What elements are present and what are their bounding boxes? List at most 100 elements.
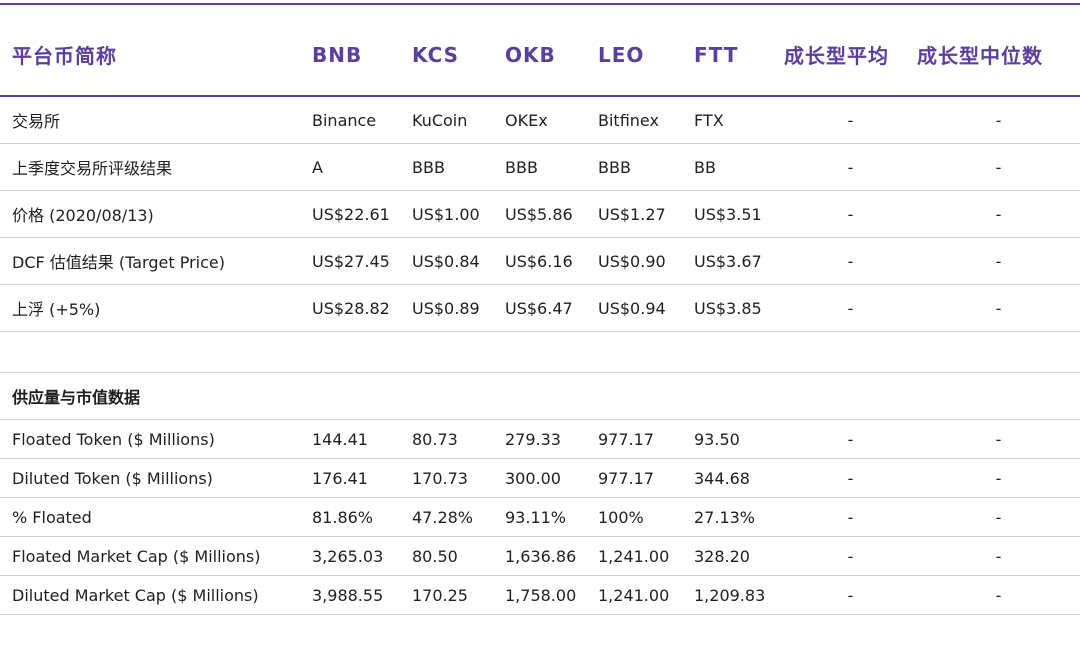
table-cell: US$6.16 — [505, 237, 598, 285]
header-label: 平台币简称 — [0, 14, 312, 97]
table-cell: US$5.86 — [505, 190, 598, 238]
row-label: DCF 估值结果 (Target Price) — [0, 237, 312, 285]
table-cell: KuCoin — [412, 96, 505, 144]
growth-median-cell: - — [917, 536, 1080, 576]
growth-median-cell: - — [917, 143, 1080, 191]
row-label: 交易所 — [0, 96, 312, 144]
table-cell: 1,209.83 — [694, 575, 784, 615]
header-growth-median: 成长型中位数 — [917, 14, 1080, 97]
table-cell: US$27.45 — [312, 237, 412, 285]
row-label: Diluted Market Cap ($ Millions) — [0, 575, 312, 615]
growth-average-cell: - — [784, 575, 917, 615]
header-row: 平台币简称 BNB KCS OKB LEO FTT 成长型平均 成长型中位数 — [0, 14, 1080, 97]
growth-median-cell: - — [917, 237, 1080, 285]
growth-average-cell: - — [784, 284, 917, 332]
table-cell: FTX — [694, 96, 784, 144]
table-cell: 80.50 — [412, 536, 505, 576]
table-cell: 93.11% — [505, 497, 598, 537]
table-cell: BB — [694, 143, 784, 191]
table-cell: 1,636.86 — [505, 536, 598, 576]
header-token-okb: OKB — [505, 14, 598, 97]
growth-average-cell: - — [784, 497, 917, 537]
top-rule — [0, 3, 1080, 5]
growth-median-cell: - — [917, 419, 1080, 459]
table-cell: 81.86% — [312, 497, 412, 537]
header-token-leo: LEO — [598, 14, 694, 97]
table-cell: US$6.47 — [505, 284, 598, 332]
table-row: Diluted Market Cap ($ Millions) 3,988.55 1… — [0, 575, 1080, 615]
table-cell: 176.41 — [312, 458, 412, 498]
table-cell: A — [312, 143, 412, 191]
table-cell: 3,265.03 — [312, 536, 412, 576]
table-cell: 328.20 — [694, 536, 784, 576]
row-label: 上季度交易所评级结果 — [0, 143, 312, 191]
table-cell: 1,241.00 — [598, 575, 694, 615]
table-cell: 977.17 — [598, 458, 694, 498]
growth-average-cell: - — [784, 143, 917, 191]
table-row: Floated Market Cap ($ Millions) 3,265.03 8… — [0, 536, 1080, 576]
growth-average-cell: - — [784, 458, 917, 498]
table-cell: 93.50 — [694, 419, 784, 459]
table-cell: 1,241.00 — [598, 536, 694, 576]
header-token-kcs: KCS — [412, 14, 505, 97]
section-row: 供应量与市值数据 — [0, 372, 1080, 420]
table-cell: Bitfinex — [598, 96, 694, 144]
growth-average-cell: - — [784, 237, 917, 285]
table-cell: 80.73 — [412, 419, 505, 459]
table-row: % Floated 81.86% 47.28% 93.11% 100% 27.13% - - — [0, 497, 1080, 537]
table-cell: US$3.67 — [694, 237, 784, 285]
table-cell: US$1.00 — [412, 190, 505, 238]
growth-average-cell: - — [784, 96, 917, 144]
table-cell: US$0.84 — [412, 237, 505, 285]
valuation-table: 平台币简称 BNB KCS OKB LEO FTT 成长型平均 成长型中位数 交… — [0, 14, 1080, 615]
table-cell: 977.17 — [598, 419, 694, 459]
table-cell: 100% — [598, 497, 694, 537]
table-cell: US$22.61 — [312, 190, 412, 238]
table-row: 上浮 (+5%) US$28.82 US$0.89 US$6.47 US$0.94 US$… — [0, 284, 1080, 332]
spacer-row — [0, 331, 1080, 373]
table-cell: 344.68 — [694, 458, 784, 498]
table-cell: 27.13% — [694, 497, 784, 537]
table-cell: 3,988.55 — [312, 575, 412, 615]
growth-median-cell: - — [917, 497, 1080, 537]
growth-average-cell: - — [784, 190, 917, 238]
table-cell: 170.73 — [412, 458, 505, 498]
growth-median-cell: - — [917, 575, 1080, 615]
table-cell: 144.41 — [312, 419, 412, 459]
table-row: Floated Token ($ Millions) 144.41 80.73 279… — [0, 419, 1080, 459]
table-cell: US$0.90 — [598, 237, 694, 285]
table-row: 交易所 Binance KuCoin OKEx Bitfinex FTX - - — [0, 96, 1080, 144]
section-title: 供应量与市值数据 — [0, 372, 1080, 420]
row-label: % Floated — [0, 497, 312, 537]
row-label: 上浮 (+5%) — [0, 284, 312, 332]
table-cell: BBB — [505, 143, 598, 191]
table-cell: OKEx — [505, 96, 598, 144]
row-label: Diluted Token ($ Millions) — [0, 458, 312, 498]
table-cell: 279.33 — [505, 419, 598, 459]
growth-median-cell: - — [917, 96, 1080, 144]
table-cell: US$1.27 — [598, 190, 694, 238]
table-cell: BBB — [412, 143, 505, 191]
table-cell: US$0.89 — [412, 284, 505, 332]
table-row: 上季度交易所评级结果 A BBB BBB BBB BB - - — [0, 143, 1080, 191]
spacer-cell — [0, 331, 1080, 373]
table-cell: US$3.85 — [694, 284, 784, 332]
table-row: Diluted Token ($ Millions) 176.41 170.73 30… — [0, 458, 1080, 498]
row-label: Floated Token ($ Millions) — [0, 419, 312, 459]
table-cell: Binance — [312, 96, 412, 144]
header-token-bnb: BNB — [312, 14, 412, 97]
growth-average-cell: - — [784, 419, 917, 459]
row-label: 价格 (2020/08/13) — [0, 190, 312, 238]
table-cell: US$3.51 — [694, 190, 784, 238]
row-label: Floated Market Cap ($ Millions) — [0, 536, 312, 576]
growth-median-cell: - — [917, 458, 1080, 498]
table-cell: 1,758.00 — [505, 575, 598, 615]
header-token-ftt: FTT — [694, 14, 784, 97]
table-row: DCF 估值结果 (Target Price) US$27.45 US$0.84 US… — [0, 237, 1080, 285]
table-cell: US$28.82 — [312, 284, 412, 332]
growth-average-cell: - — [784, 536, 917, 576]
table-cell: 300.00 — [505, 458, 598, 498]
table-cell: 170.25 — [412, 575, 505, 615]
growth-median-cell: - — [917, 190, 1080, 238]
table-row: 价格 (2020/08/13) US$22.61 US$1.00 US$5.86 US$… — [0, 190, 1080, 238]
